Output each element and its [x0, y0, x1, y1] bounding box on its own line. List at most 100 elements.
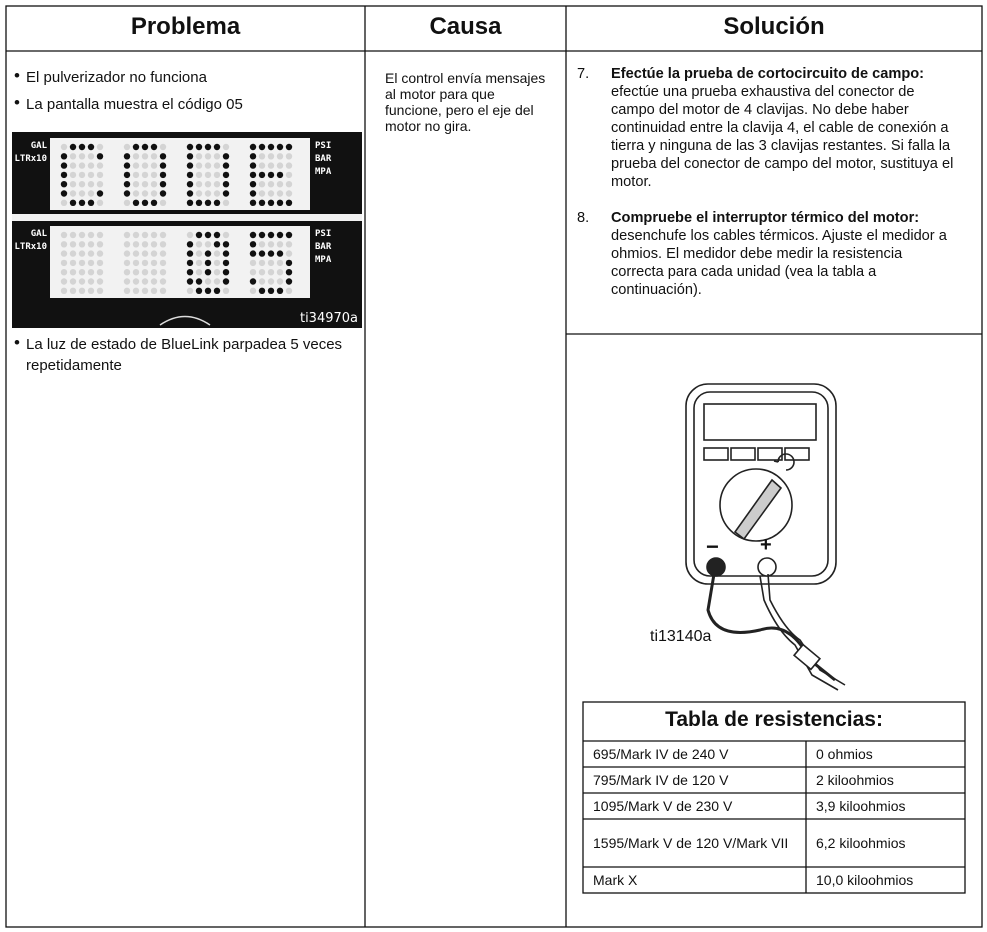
lcd-dot	[204, 278, 212, 285]
lcd-dot	[123, 199, 131, 206]
lcd-dot	[204, 199, 212, 206]
lcd-dot	[267, 162, 275, 169]
lcd-dot	[258, 250, 266, 257]
lcd-dot	[195, 162, 203, 169]
lcd-dot	[96, 181, 104, 188]
lcd-dot	[123, 241, 131, 248]
lcd-dot	[195, 231, 203, 239]
lcd-dot	[96, 153, 104, 160]
meter-plus: +	[760, 534, 772, 556]
lcd-dot	[222, 259, 230, 267]
lcd-dot	[276, 278, 284, 285]
lcd-dot	[195, 269, 203, 276]
lcd-dot	[159, 190, 167, 197]
lcd-dot	[150, 181, 158, 188]
lcd-dot	[276, 259, 284, 267]
lcd-dot	[150, 287, 158, 294]
lcd-dot	[195, 171, 203, 179]
lcd-dot	[285, 153, 293, 160]
lcd-dot	[213, 250, 221, 257]
lcd-dot	[69, 162, 77, 169]
lcd-dot	[132, 190, 140, 197]
lcd-dot	[249, 143, 257, 151]
lcd-dot	[222, 162, 230, 169]
lcd-dot	[213, 143, 221, 151]
lcd-dot	[285, 259, 293, 267]
lcd-label: MPA	[315, 255, 332, 265]
lcd-dot	[222, 153, 230, 160]
lcd-dot	[132, 199, 140, 206]
lcd-label: GAL	[31, 229, 48, 239]
lcd-dot	[132, 143, 140, 151]
lcd-dot	[132, 181, 140, 188]
lcd-dot	[186, 241, 194, 248]
lcd-dot	[69, 259, 77, 267]
lcd-dot	[60, 241, 68, 248]
lcd-dot	[159, 199, 167, 206]
lcd-dot	[285, 278, 293, 285]
lcd-dot	[69, 287, 77, 294]
lcd-dot	[267, 231, 275, 239]
lcd-dot	[60, 259, 68, 267]
lcd-dot	[276, 269, 284, 276]
lcd-dot	[258, 181, 266, 188]
step: Efectúe la prueba de cortocircuito de ca…	[611, 65, 956, 191]
lcd-dot	[204, 241, 212, 248]
lcd-dot	[96, 241, 104, 248]
lcd-dot	[213, 162, 221, 169]
lcd-dot	[141, 143, 149, 151]
lcd-dot	[78, 269, 86, 276]
header-solution: Solución	[723, 13, 825, 40]
lcd-dot	[258, 278, 266, 285]
resistance-cell: 1595/Mark V de 120 V/Mark VII	[593, 835, 789, 851]
lcd-dot	[96, 143, 104, 151]
dot-matrix-text	[60, 143, 293, 206]
step-number: 8.	[577, 210, 590, 226]
lcd-dot	[78, 278, 86, 285]
lcd-dot	[204, 143, 212, 151]
lcd-dot	[249, 259, 257, 267]
lcd-dot	[132, 241, 140, 248]
lcd-dot	[249, 171, 257, 179]
lcd-dot	[195, 199, 203, 206]
lcd-dot	[258, 153, 266, 160]
lcd-dot	[141, 250, 149, 257]
lcd-dot	[258, 199, 266, 206]
lcd-dot	[222, 199, 230, 206]
lcd-dot	[96, 269, 104, 276]
lcd-dot	[204, 231, 212, 239]
lcd-dot	[132, 259, 140, 267]
lcd-dot	[78, 143, 86, 151]
step-number: 7.	[577, 66, 590, 82]
lcd-label: MPA	[315, 167, 332, 177]
lcd-dot	[276, 181, 284, 188]
lcd-dot	[195, 250, 203, 257]
lcd-label: BAR	[315, 242, 332, 252]
lcd-dot	[267, 153, 275, 160]
lcd-dot	[141, 241, 149, 248]
lcd-dot	[60, 250, 68, 257]
lcd-dot	[213, 153, 221, 160]
lcd-dot	[159, 250, 167, 257]
lcd-dot	[141, 171, 149, 179]
lcd-dot	[195, 287, 203, 294]
lcd-dot	[258, 190, 266, 197]
lcd-dot	[195, 259, 203, 267]
lcd-dot	[141, 199, 149, 206]
lcd-dot	[60, 231, 68, 239]
lcd-dot	[141, 278, 149, 285]
lcd-dot	[249, 241, 257, 248]
lcd-dot	[123, 231, 131, 239]
lcd-dot	[123, 287, 131, 294]
lcd-dot	[267, 241, 275, 248]
lcd-dot	[60, 153, 68, 160]
lcd-dot	[186, 231, 194, 239]
lcd-dot	[204, 190, 212, 197]
lcd-dot	[141, 153, 149, 160]
lcd-dot	[159, 287, 167, 294]
lcd-dot	[213, 278, 221, 285]
lcd-dot	[69, 153, 77, 160]
lcd-dot	[141, 190, 149, 197]
lcd-dot	[195, 241, 203, 248]
lcd-dot	[150, 190, 158, 197]
